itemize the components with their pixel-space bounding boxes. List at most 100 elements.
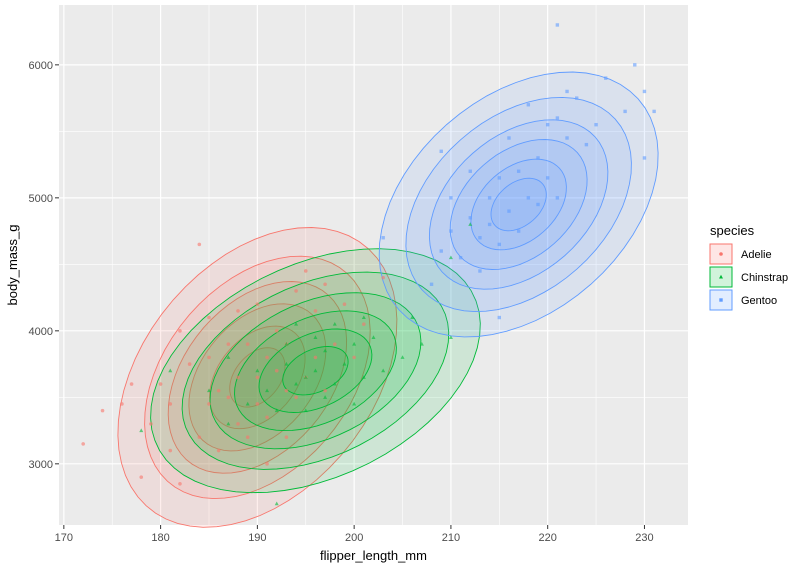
plot-panel xyxy=(59,5,688,525)
point-gentoo xyxy=(652,109,656,114)
point-gentoo xyxy=(594,122,598,127)
point-gentoo xyxy=(497,315,501,320)
point-adelie xyxy=(81,442,85,446)
contour-gentoo xyxy=(490,177,547,232)
point-adelie xyxy=(265,415,269,420)
point-gentoo xyxy=(449,196,453,200)
point-adelie xyxy=(284,435,289,440)
point-gentoo xyxy=(536,202,540,207)
point-adelie xyxy=(294,395,298,400)
point-chinstrap xyxy=(448,255,453,260)
point-chinstrap xyxy=(303,408,308,413)
point-adelie xyxy=(313,355,318,360)
point-adelie xyxy=(197,242,202,247)
point-adelie xyxy=(303,269,308,273)
point-chinstrap xyxy=(323,395,328,399)
point-gentoo xyxy=(507,209,511,213)
point-chinstrap xyxy=(332,321,337,326)
point-gentoo xyxy=(536,156,540,160)
point-adelie xyxy=(158,382,163,386)
point-adelie xyxy=(236,309,240,313)
point-gentoo xyxy=(516,229,521,233)
point-gentoo xyxy=(468,216,472,220)
point-chinstrap xyxy=(284,341,289,346)
point-gentoo xyxy=(478,236,482,240)
point-chinstrap xyxy=(381,368,386,373)
point-chinstrap xyxy=(303,375,308,379)
point-gentoo xyxy=(545,176,550,180)
axes: 170 180 190 200 210 220 230 3000 4000 5000 6000 xyxy=(29,60,654,544)
point-chinstrap xyxy=(284,361,289,366)
point-chinstrap xyxy=(371,335,376,339)
point-adelie xyxy=(332,342,337,346)
y-axis-title: body_mass_g xyxy=(5,225,20,306)
point-gentoo xyxy=(526,196,531,200)
contour-gentoo xyxy=(470,158,567,251)
point-chinstrap xyxy=(352,401,357,406)
x-tick-label: 170 xyxy=(55,532,73,544)
x-tick-label: 220 xyxy=(539,532,557,544)
data-points xyxy=(81,23,656,506)
point-adelie xyxy=(168,402,173,406)
point-adelie xyxy=(274,329,279,333)
point-gentoo xyxy=(487,222,492,227)
point-adelie xyxy=(197,435,202,440)
point-gentoo xyxy=(439,149,443,153)
legend-marker-chinstrap xyxy=(719,274,723,279)
grid-lines xyxy=(59,5,688,525)
point-gentoo xyxy=(429,282,434,286)
point-chinstrap xyxy=(226,355,231,359)
point-adelie xyxy=(226,395,231,400)
point-adelie xyxy=(245,435,250,440)
point-gentoo xyxy=(458,255,463,260)
point-chinstrap xyxy=(255,368,260,373)
point-adelie xyxy=(265,355,269,360)
point-adelie xyxy=(187,362,192,366)
point-chinstrap xyxy=(245,401,250,406)
point-chinstrap xyxy=(274,408,279,413)
point-adelie xyxy=(294,289,298,293)
point-adelie xyxy=(216,448,221,453)
point-adelie xyxy=(323,388,327,393)
contour-gentoo xyxy=(378,71,659,338)
point-chinstrap xyxy=(265,388,270,393)
point-adelie xyxy=(178,329,182,333)
y-tick-label: 3000 xyxy=(29,459,53,471)
point-gentoo xyxy=(478,269,482,273)
point-gentoo xyxy=(555,23,560,27)
point-adelie xyxy=(207,402,211,406)
point-adelie xyxy=(236,422,240,426)
legend-marker-gentoo xyxy=(719,298,723,302)
x-tick-label: 190 xyxy=(248,532,266,544)
y-tick-label: 4000 xyxy=(29,326,53,338)
point-gentoo xyxy=(487,196,492,200)
point-chinstrap xyxy=(206,388,211,393)
point-gentoo xyxy=(642,156,647,160)
point-chinstrap xyxy=(274,501,279,506)
panel-background xyxy=(59,5,688,525)
point-gentoo xyxy=(584,142,589,147)
x-tick-label: 200 xyxy=(345,532,363,544)
point-chinstrap xyxy=(361,315,366,320)
point-gentoo xyxy=(449,229,453,233)
point-chinstrap xyxy=(448,335,453,339)
point-gentoo xyxy=(623,109,627,114)
point-gentoo xyxy=(381,236,385,240)
contour-gentoo xyxy=(449,139,588,270)
point-chinstrap xyxy=(313,335,318,339)
point-gentoo xyxy=(497,242,501,247)
point-adelie xyxy=(149,422,153,426)
x-tick-label: 180 xyxy=(151,532,169,544)
point-chinstrap xyxy=(332,381,337,386)
legend-label-adelie: Adelie xyxy=(741,249,772,261)
point-adelie xyxy=(342,302,347,307)
point-chinstrap xyxy=(410,315,415,320)
point-adelie xyxy=(139,475,144,479)
point-chinstrap xyxy=(168,368,173,373)
point-chinstrap xyxy=(400,355,405,359)
legend: species Adelie Chinstrap Gentoo xyxy=(709,223,788,311)
point-adelie xyxy=(168,448,173,453)
point-gentoo xyxy=(575,96,579,100)
point-adelie xyxy=(236,375,240,380)
